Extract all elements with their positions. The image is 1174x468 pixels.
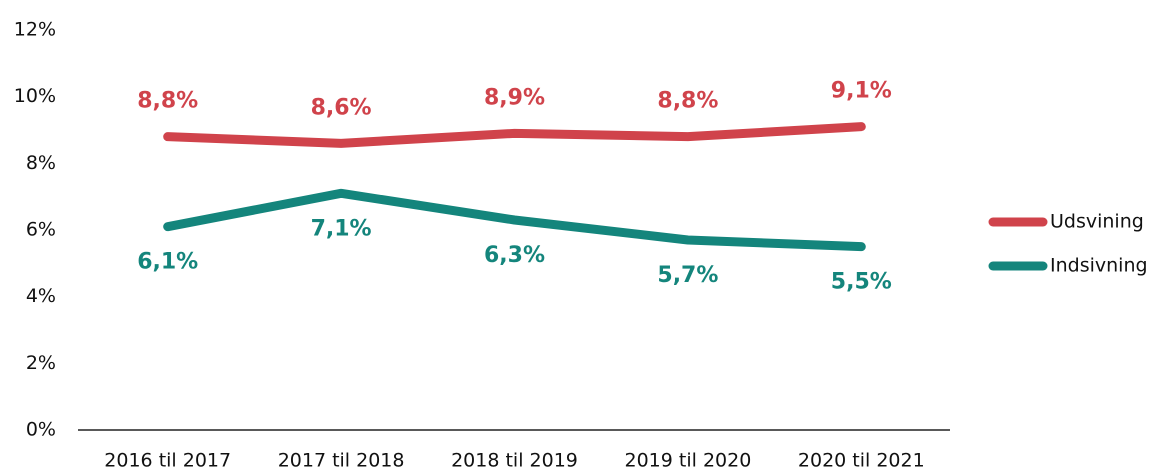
data-label: 5,7% (657, 263, 718, 288)
y-tick-label: 6% (26, 219, 56, 241)
y-tick-label: 8% (26, 152, 56, 174)
data-label: 8,9% (484, 85, 545, 110)
data-label: 8,6% (311, 95, 372, 120)
y-tick-label: 10% (14, 85, 56, 107)
y-tick-label: 4% (26, 285, 56, 307)
data-label: 8,8% (657, 89, 718, 114)
x-tick-label: 2017 til 2018 (278, 450, 405, 468)
data-label: 6,3% (484, 243, 545, 268)
data-label: 8,8% (137, 89, 198, 114)
data-label: 6,1% (137, 250, 198, 275)
y-tick-label: 12% (14, 19, 56, 41)
data-label: 9,1% (831, 79, 892, 104)
series-line (163, 188, 866, 252)
x-tick-label: 2018 til 2019 (451, 450, 578, 468)
legend-label: Indsivning (1050, 255, 1148, 277)
x-tick-label: 2016 til 2017 (104, 450, 231, 468)
series-line (163, 122, 866, 148)
x-tick-label: 2020 til 2021 (798, 450, 925, 468)
x-tick-label: 2019 til 2020 (625, 450, 752, 468)
y-tick-label: 0% (26, 419, 56, 441)
data-label: 7,1% (311, 216, 372, 241)
y-tick-label: 2% (26, 352, 56, 374)
legend-label: Udsvining (1050, 211, 1144, 233)
data-label: 5,5% (831, 270, 892, 295)
